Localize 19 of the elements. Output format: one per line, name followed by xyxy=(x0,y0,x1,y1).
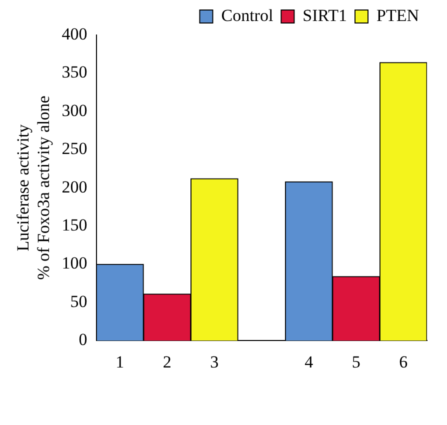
y-tick-label: 400 xyxy=(62,24,88,44)
legend-label: PTEN xyxy=(376,6,419,25)
y-tick-label: 300 xyxy=(62,100,88,120)
x-tick-label: 2 xyxy=(162,352,172,372)
x-tick-label: 6 xyxy=(399,352,408,372)
y-tick-label: 50 xyxy=(70,292,88,311)
legend-label: Control xyxy=(221,6,274,25)
legend-label: SIRT1 xyxy=(302,6,348,25)
x-tick-label: 5 xyxy=(352,352,360,372)
y-tick-label: 250 xyxy=(62,139,88,158)
x-tick-label: 1 xyxy=(116,352,124,372)
y-tick-label: 200 xyxy=(62,177,88,196)
y-tick-label: 350 xyxy=(62,62,88,82)
y-axis-title: Luciferase activity % of Foxo3a activity alone xyxy=(14,96,54,280)
y-tick-label: 0 xyxy=(78,330,88,350)
x-tick-label: 4 xyxy=(304,352,314,372)
y-tick-label: 100 xyxy=(62,254,88,273)
x-tick-label: 3 xyxy=(210,352,219,372)
y-tick-label: 150 xyxy=(62,215,88,234)
